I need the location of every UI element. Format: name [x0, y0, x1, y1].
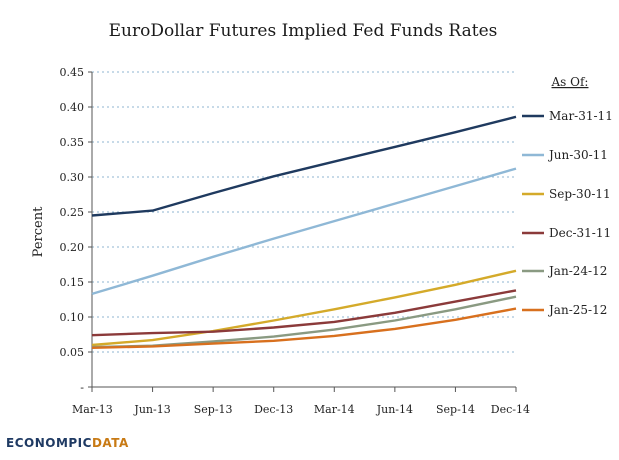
- x-tick-label: Mar-14: [314, 403, 355, 416]
- x-tick-labels: Mar-13 Jun-13 Sep-13 Dec-13 Mar-14 Jun-14 Sep-…: [72, 387, 530, 416]
- chart-title: EuroDollar Futures Implied Fed Funds Rat…: [109, 21, 498, 41]
- legend-label: Sep-30-11: [549, 187, 611, 201]
- legend-label: Jan-25-12: [547, 303, 607, 317]
- y-axis-label: Percent: [31, 206, 46, 257]
- y-tick-label: 0.40: [60, 101, 85, 114]
- series-lines: [91, 115, 517, 349]
- y-tick-label: 0.15: [60, 276, 85, 289]
- y-tick-labels: - 0.05 0.10 0.15 0.20 0.25 0.30 0.35 0.40 0.45: [60, 66, 92, 394]
- legend-label: Mar-31-11: [549, 109, 613, 123]
- series-line-mar-31-11: [91, 115, 517, 217]
- y-tick-label: 0.30: [60, 171, 85, 184]
- y-tick-label: 0.45: [60, 66, 85, 79]
- x-tick-label: Dec-13: [254, 403, 293, 416]
- series-line-dec-31-11: [91, 289, 517, 337]
- y-tick-label: 0.25: [60, 206, 85, 219]
- x-tick-label: Jun-14: [376, 403, 413, 416]
- x-tick-label: Sep-13: [194, 403, 233, 416]
- grid-lines: [92, 71, 516, 353]
- series-line-sep-30-11: [91, 269, 517, 347]
- y-tick-label: 0.10: [60, 311, 85, 324]
- legend-label: Jan-24-12: [547, 264, 607, 278]
- y-tick-label: 0.05: [60, 346, 85, 359]
- legend-label: Jun-30-11: [547, 148, 608, 162]
- x-tick-label: Mar-13: [72, 403, 113, 416]
- series-line-jan-25-12: [91, 307, 517, 349]
- x-tick-label: Sep-14: [436, 403, 475, 416]
- y-tick-label: 0.35: [60, 136, 85, 149]
- legend: Mar-31-11 Jun-30-11 Sep-30-11 Dec-31-11 Jan-…: [522, 109, 613, 317]
- legend-label: Dec-31-11: [549, 226, 611, 240]
- x-tick-label: Jun-13: [133, 403, 170, 416]
- series-line-jun-30-11: [91, 167, 517, 296]
- y-tick-label: -: [80, 381, 84, 394]
- logo-part-econompic: ECONOMPIC: [6, 436, 92, 450]
- x-tick-label: Dec-14: [491, 403, 530, 416]
- legend-title: As Of:: [551, 75, 589, 89]
- logo-part-data: DATA: [91, 436, 129, 450]
- economicdata-logo: ECONOMPICDATA: [6, 436, 129, 450]
- y-tick-label: 0.20: [60, 241, 85, 254]
